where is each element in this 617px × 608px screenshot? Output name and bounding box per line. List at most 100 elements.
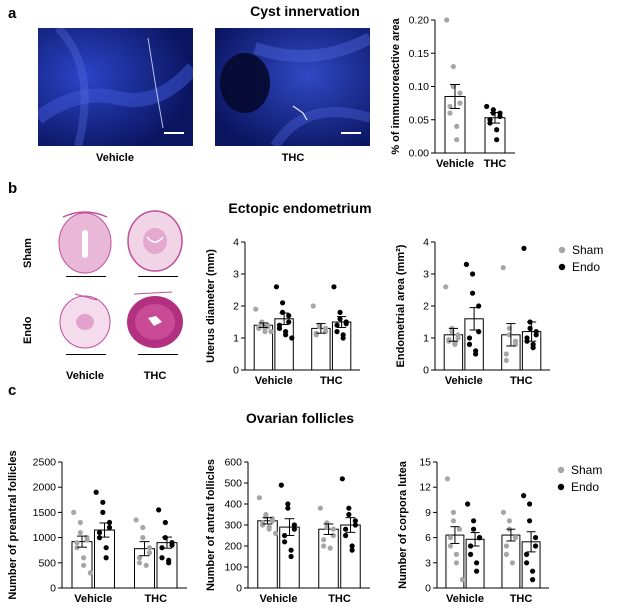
data-point <box>286 313 292 319</box>
data-point <box>330 532 336 539</box>
legend-marker <box>558 246 566 254</box>
y-axis-label: Number of antral follicles <box>205 459 217 591</box>
x-tick-label: THC <box>328 593 351 605</box>
data-point <box>321 537 327 543</box>
data-point <box>457 100 463 106</box>
data-point <box>159 555 165 561</box>
he-section-endo-thc-art <box>127 291 183 348</box>
data-point <box>106 519 113 526</box>
image-caption-thc: THC <box>143 370 167 382</box>
panel-a-title: Cyst innervation <box>250 3 360 19</box>
data-point <box>450 63 456 70</box>
data-point <box>456 526 462 532</box>
data-point <box>503 351 509 357</box>
data-point <box>476 535 483 541</box>
data-point <box>146 550 153 556</box>
y-axis-label: % of immunoreactive area <box>390 17 402 154</box>
y-tick-label: 2000 <box>33 482 57 494</box>
he-section-endo-vehicle-art <box>59 293 111 349</box>
bar <box>156 542 178 589</box>
x-tick-label: THC <box>144 593 167 605</box>
data-point <box>71 509 77 515</box>
data-point <box>509 560 516 566</box>
micrograph-vehicle <box>38 28 193 146</box>
data-point <box>340 335 346 341</box>
y-tick-label: 4 <box>423 237 429 249</box>
data-point <box>529 577 536 583</box>
data-point <box>317 505 323 511</box>
data-point <box>156 507 162 513</box>
data-point <box>285 501 291 507</box>
data-point <box>352 522 358 528</box>
data-point <box>453 560 460 566</box>
data-point <box>159 545 165 551</box>
data-point <box>444 476 451 482</box>
y-axis-label: Endometrial area (mm²) <box>395 244 407 367</box>
data-point <box>266 526 272 532</box>
data-point <box>321 543 327 549</box>
data-point <box>262 329 268 335</box>
y-tick-label: 3 <box>233 269 239 281</box>
data-point <box>465 501 471 507</box>
data-point <box>337 309 343 315</box>
y-tick-label: 600 <box>224 457 242 469</box>
legend-label: Sham <box>571 463 602 477</box>
data-point <box>494 137 500 143</box>
data-point <box>140 535 146 541</box>
y-tick-label: 0 <box>423 365 429 377</box>
data-point <box>84 537 90 543</box>
y-tick-label: 2500 <box>33 457 57 469</box>
data-point <box>273 530 279 536</box>
data-point <box>497 113 503 120</box>
scale-bar <box>66 354 106 355</box>
data-point <box>81 562 87 568</box>
chart-preantral-follicles: 0 500 1000 1500 2000 2500 Number of preantral … <box>7 450 187 605</box>
data-point <box>334 322 340 328</box>
y-tick-label: 6 <box>425 532 431 544</box>
y-tick-label: 3 <box>425 557 431 569</box>
data-point <box>343 526 349 532</box>
data-point <box>256 325 262 331</box>
y-tick-label: 12 <box>419 482 431 494</box>
data-point <box>143 562 149 568</box>
data-point <box>529 568 536 574</box>
data-point <box>532 535 539 541</box>
scale-bar <box>138 354 178 355</box>
data-point <box>289 335 295 341</box>
data-point <box>473 560 480 566</box>
data-point <box>454 123 460 129</box>
data-point <box>469 271 476 277</box>
y-tick-label: 0 <box>425 583 431 595</box>
y-tick-label: 300 <box>224 520 242 532</box>
data-point <box>136 555 143 561</box>
data-point <box>169 542 175 548</box>
data-point <box>506 518 513 524</box>
data-point <box>288 547 294 553</box>
data-point <box>500 509 507 515</box>
data-point <box>452 341 458 347</box>
y-tick-label: 0 <box>233 365 239 377</box>
data-point <box>524 551 530 557</box>
y-tick-label: 0 <box>236 583 242 595</box>
x-tick-label: THC <box>510 593 533 605</box>
he-section-sham-vehicle <box>55 205 115 275</box>
y-axis-label: Uterus diameter (mm) <box>205 249 217 363</box>
data-point <box>273 284 280 290</box>
data-point <box>503 543 510 549</box>
he-section-sham-vehicle-art <box>58 211 112 274</box>
data-point <box>260 522 266 528</box>
data-point <box>330 526 336 532</box>
x-tick-label: Vehicle <box>74 593 112 605</box>
data-point <box>166 560 172 566</box>
data-point <box>74 540 80 546</box>
y-axis-label: Number of preantral follicles <box>7 450 19 599</box>
data-point <box>343 532 349 539</box>
data-point <box>334 329 340 335</box>
y-tick-label: 100 <box>224 562 242 574</box>
panel-label-c: c <box>8 382 17 399</box>
data-point <box>140 524 146 531</box>
data-point <box>96 535 103 541</box>
data-point <box>282 539 288 545</box>
data-point <box>524 560 530 566</box>
data-point <box>532 543 539 549</box>
